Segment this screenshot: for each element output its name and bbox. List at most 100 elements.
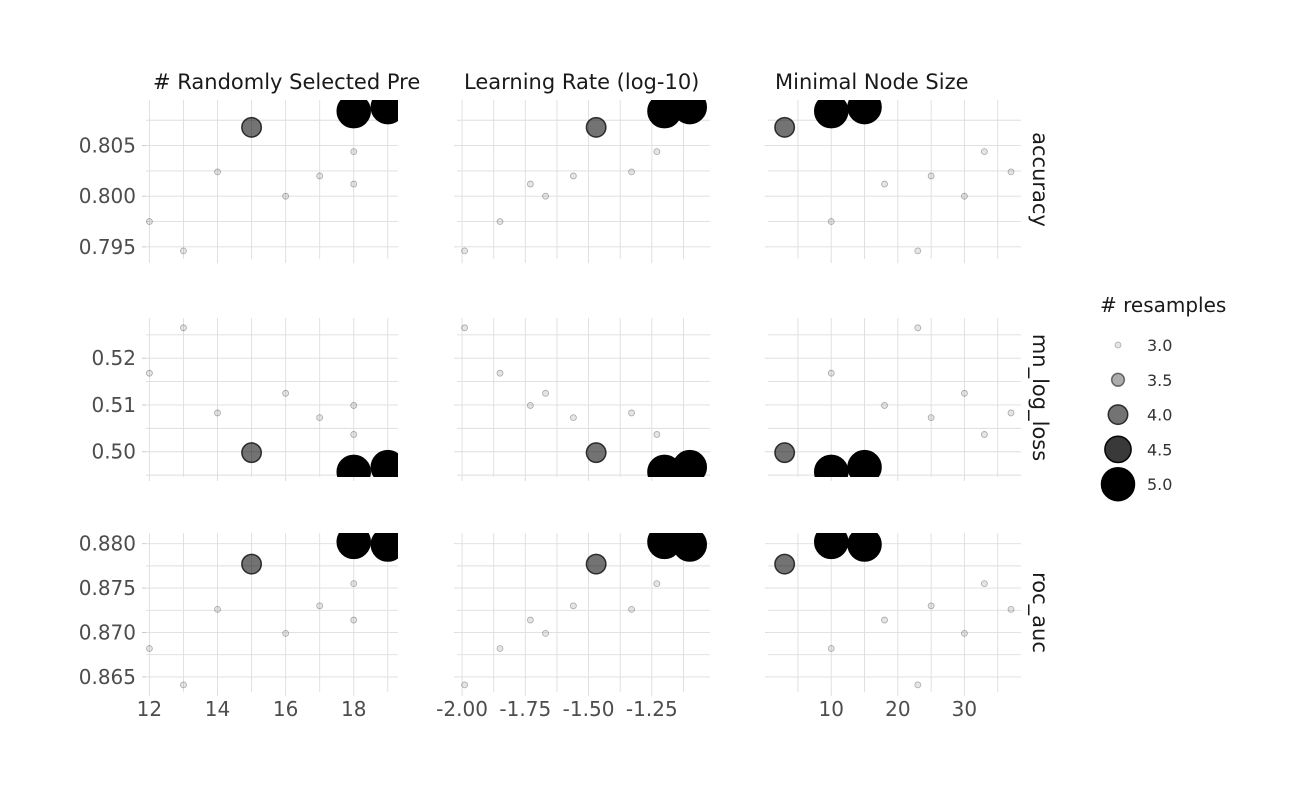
legend: # resamples 3.0 3.5 4.0 4.5 5.0: [1100, 293, 1226, 502]
y-tick-label: 0.800: [79, 184, 136, 208]
data-point: [814, 454, 849, 477]
panel-mn_log_loss-learn_rate: [454, 318, 710, 481]
legend-key: [1110, 372, 1126, 387]
points-group: [146, 324, 398, 477]
data-point: [914, 324, 922, 332]
data-point: [350, 402, 358, 409]
legend-label: 5.0: [1147, 475, 1172, 494]
data-point: [461, 681, 468, 689]
data-point: [672, 100, 708, 125]
data-point: [814, 100, 849, 129]
x-tick-label: -1.25: [626, 697, 678, 721]
points-group: [461, 533, 708, 689]
data-point: [350, 180, 358, 188]
data-point: [180, 247, 187, 255]
x-tick-label: 16: [273, 697, 298, 721]
data-point: [526, 616, 534, 624]
y-tick-label: 0.865: [79, 665, 136, 689]
row-strip-label: mn_log_loss: [1027, 334, 1052, 461]
x-tick-label: 30: [952, 697, 977, 721]
data-point: [585, 442, 607, 464]
data-point: [628, 409, 635, 417]
panel-accuracy-mtry: [142, 100, 398, 263]
legend-label: 4.5: [1147, 440, 1172, 459]
data-point: [827, 369, 835, 377]
data-point: [827, 218, 835, 225]
panel-accuracy-min_n: [765, 100, 1021, 263]
data-point: [980, 148, 988, 156]
x-tick-label: 14: [205, 697, 230, 721]
data-point: [146, 645, 153, 652]
panel-roc_auc-mtry: [142, 533, 398, 696]
data-point: [214, 409, 221, 417]
data-point: [881, 402, 888, 409]
y-tick-label: 0.870: [79, 620, 136, 644]
data-point: [461, 247, 468, 255]
data-point: [980, 580, 988, 588]
legend-label: 3.0: [1147, 336, 1172, 355]
data-point: [569, 172, 577, 180]
column-strip-label: Minimal Node Size: [775, 70, 969, 94]
points-group: [461, 324, 708, 477]
data-point: [927, 602, 935, 610]
data-point: [827, 645, 835, 652]
data-point: [774, 116, 796, 138]
panel-roc_auc-learn_rate: [454, 533, 710, 696]
data-point: [350, 580, 358, 588]
data-point: [526, 180, 534, 188]
data-point: [847, 100, 882, 125]
points-group: [774, 324, 1015, 477]
data-point: [461, 324, 468, 332]
panel-accuracy-learn_rate: [454, 100, 710, 263]
data-point: [961, 389, 968, 397]
y-tick-label: 0.795: [79, 235, 136, 259]
data-point: [336, 100, 371, 129]
data-point: [653, 431, 661, 438]
x-tick-label: 20: [885, 697, 910, 721]
data-point: [927, 414, 935, 422]
data-point: [146, 218, 153, 225]
data-point: [350, 148, 358, 156]
data-point: [774, 442, 796, 464]
data-point: [370, 533, 398, 562]
data-point: [980, 431, 988, 438]
x-tick-label: 10: [819, 697, 844, 721]
data-point: [350, 616, 358, 624]
data-point: [1007, 605, 1015, 613]
panel-mn_log_loss-mtry: [142, 318, 398, 481]
data-point: [496, 369, 504, 377]
points-group: [461, 100, 708, 255]
y-tick-label: 0.50: [91, 440, 136, 464]
points-group: [774, 100, 1015, 255]
data-point: [526, 402, 534, 409]
data-point: [496, 645, 504, 652]
data-point: [653, 148, 661, 156]
data-point: [628, 605, 635, 613]
data-point: [847, 533, 882, 562]
legend-key: [1107, 404, 1129, 426]
data-point: [282, 389, 290, 397]
data-point: [214, 605, 221, 613]
x-tick-label: -1.50: [563, 697, 615, 721]
data-point: [1007, 168, 1015, 176]
points-group: [774, 533, 1015, 689]
data-point: [585, 553, 607, 575]
y-tick-label: 0.875: [79, 576, 136, 600]
data-point: [336, 454, 371, 477]
data-point: [927, 172, 935, 180]
data-point: [241, 116, 263, 138]
data-point: [370, 100, 398, 125]
data-point: [316, 414, 324, 422]
data-point: [672, 449, 708, 477]
data-point: [146, 369, 153, 377]
data-point: [180, 324, 187, 332]
data-point: [370, 449, 398, 477]
y-tick-label: 0.52: [91, 346, 136, 370]
data-point: [542, 192, 549, 200]
legend-key: [1100, 466, 1136, 502]
data-point: [241, 442, 263, 464]
column-strip-label: Learning Rate (log-10): [464, 70, 699, 94]
data-point: [316, 602, 324, 610]
data-point: [961, 629, 968, 637]
y-tick-label: 0.51: [91, 393, 136, 417]
